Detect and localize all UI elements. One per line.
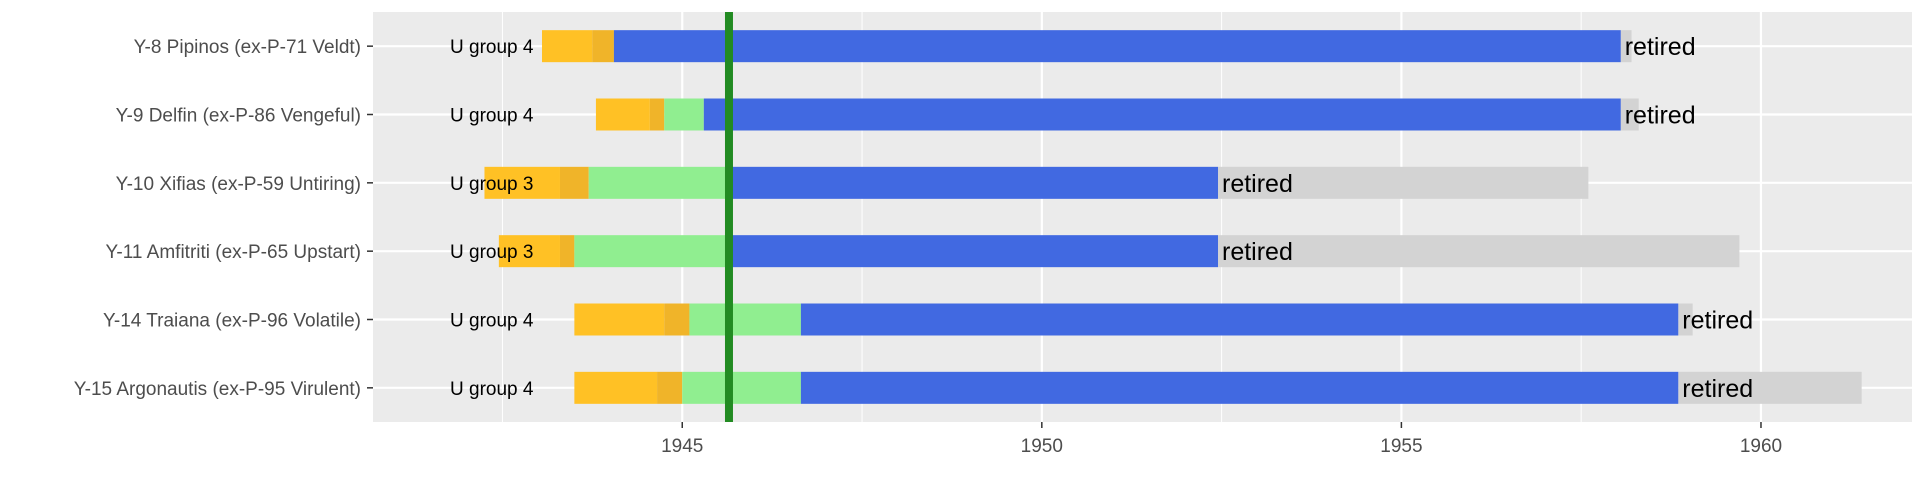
post-service-bar [1678,303,1693,336]
greek-service-bar [703,98,1621,131]
building-bar [595,98,650,131]
y-tick-label: Y-10 Xifias (ex-P-59 Untiring) [116,174,361,195]
greek-service-bar [613,30,1621,63]
group-label: U group 4 [450,106,534,127]
fitting-bar [559,235,575,268]
y-tick-label: Y-11 Amfitriti (ex-P-65 Upstart) [105,242,361,263]
building-bar [498,235,560,268]
x-tick-label: 1960 [1740,436,1782,457]
building-bar [574,303,665,336]
greek-service-bar [800,303,1679,336]
group-label: U group 4 [450,379,534,400]
plot-panel [373,12,1912,422]
uk-service-bar [689,303,801,336]
greek-service-bar [800,371,1679,404]
group-label: U group 3 [450,242,533,263]
uk-service-bar [664,98,704,131]
fitting-bar [559,166,589,199]
status-label: retired [1222,170,1293,198]
status-label: retired [1682,375,1753,403]
building-bar [574,371,658,404]
post-service-bar [1620,98,1639,131]
y-tick-label: Y-14 Traiana (ex-P-96 Volatile) [103,311,361,332]
group-label: U group 4 [450,37,534,58]
y-tick-label: Y-9 Delfin (ex-P-86 Vengeful) [116,106,361,127]
post-service-bar [1678,371,1862,404]
post-service-bar [1620,30,1632,63]
fitting-bar [664,303,690,336]
group-label: U group 4 [450,311,534,332]
x-tick-label: 1955 [1380,436,1422,457]
x-tick-label: 1945 [661,436,703,457]
uk-service-bar [588,166,726,199]
group-label: U group 3 [450,174,533,195]
bar-labels: U group 4 retired U group 4 retired U group … [450,33,1753,403]
status-label: retired [1682,307,1753,335]
post-service-bar [1218,235,1740,268]
building-bar [542,30,593,63]
y-tick-label: Y-8 Pipinos (ex-P-71 Veldt) [134,37,361,58]
status-label: retired [1625,102,1696,130]
status-label: retired [1222,238,1293,266]
axes: Y-8 Pipinos (ex-P-71 Veldt) Y-9 Delfin (e… [74,37,1782,457]
status-label: retired [1625,33,1696,61]
greek-service-bar [728,235,1219,268]
post-service-bar [1218,166,1589,199]
uk-service-bar [682,371,801,404]
greek-service-bar [725,166,1219,199]
fitting-bar [657,371,683,404]
fitting-bar [649,98,665,131]
y-tick-label: Y-15 Argonautis (ex-P-95 Virulent) [74,379,361,400]
fitting-bar [592,30,614,63]
building-bar [484,166,560,199]
x-tick-label: 1950 [1021,436,1063,457]
bars [484,30,1862,404]
uk-service-bar [574,235,729,268]
